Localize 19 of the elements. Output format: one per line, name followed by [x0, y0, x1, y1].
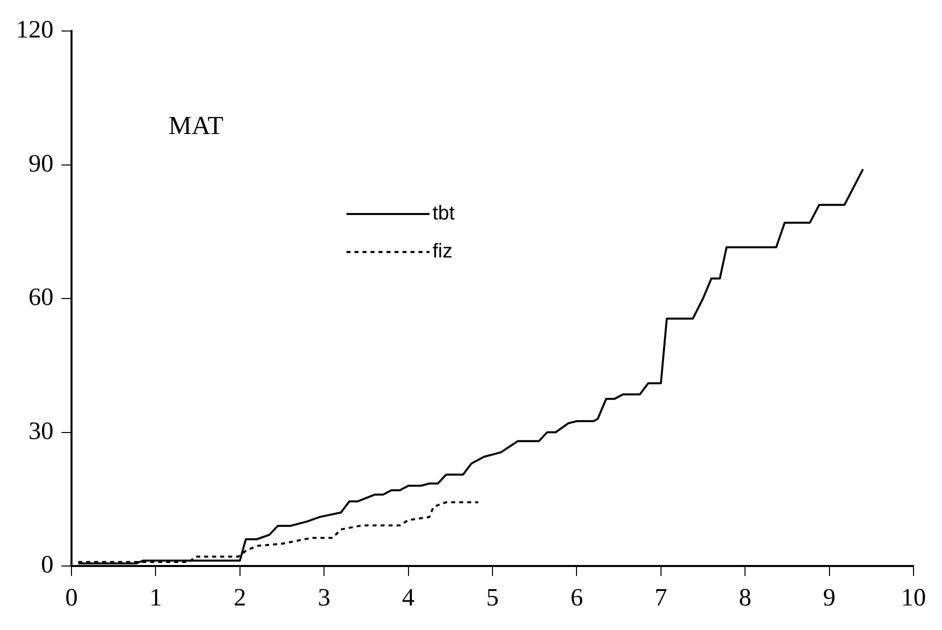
- y-tick-label: 90: [28, 150, 54, 178]
- x-tick-label: 6: [570, 584, 583, 612]
- x-tick-label: 3: [318, 584, 330, 612]
- x-tick-label: 9: [823, 584, 836, 612]
- x-tick-label: 5: [486, 584, 499, 612]
- y-tick-label: 30: [28, 418, 54, 445]
- y-tick-label: 120: [16, 16, 54, 44]
- x-tick-label: 4: [402, 584, 416, 612]
- x-tick-label: 1: [149, 584, 162, 612]
- legend-label: tbt: [432, 202, 456, 225]
- legend-label: fiz: [432, 240, 452, 263]
- x-tick-label: 2: [234, 584, 246, 612]
- x-tick-label: 7: [654, 584, 668, 612]
- text: MAT: [168, 110, 224, 140]
- x-tick-label: 0: [65, 584, 78, 612]
- y-tick-label: 60: [28, 284, 54, 312]
- y-tick-label: 0: [41, 552, 54, 579]
- x-tick-label: 10: [901, 584, 926, 612]
- x-tick-label: 8: [738, 584, 752, 612]
